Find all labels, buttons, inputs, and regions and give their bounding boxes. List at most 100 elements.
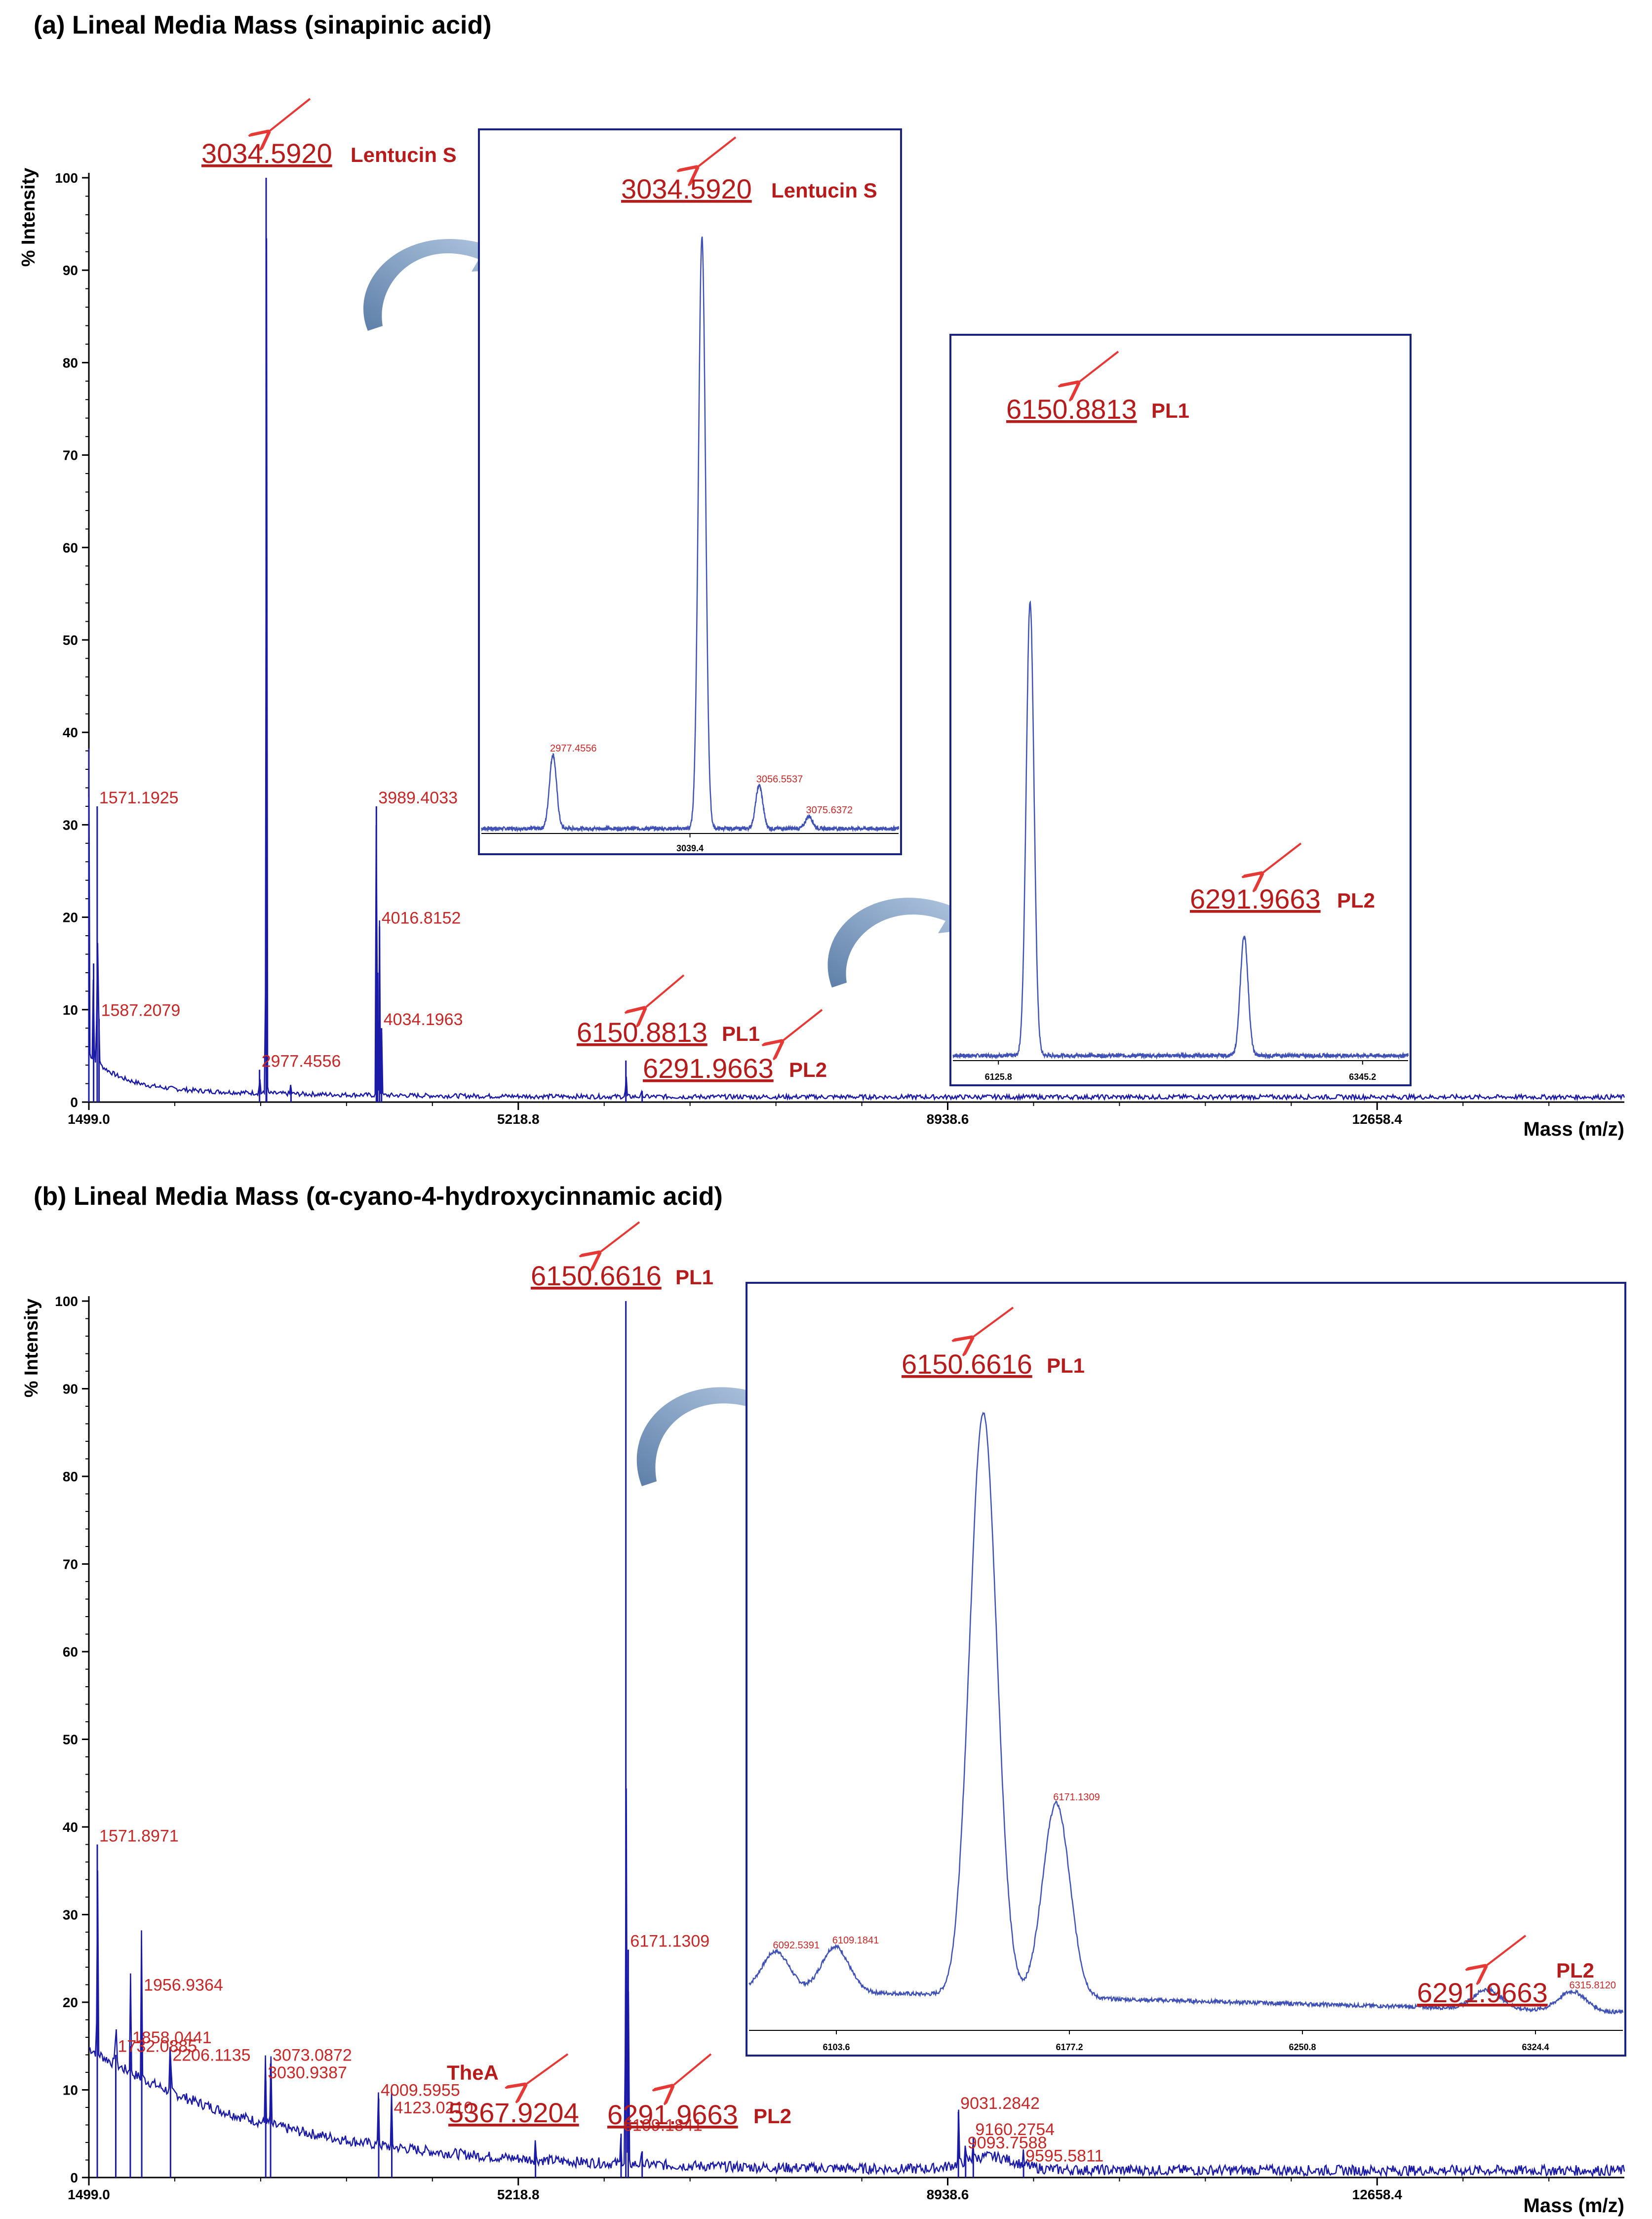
y-tick-label: 70 [63, 1557, 78, 1572]
callout-pl2-b-value: 6291.9663 [607, 2099, 738, 2130]
inset-x-tick-label: 3039.4 [676, 843, 704, 853]
callout-pl2-b-name: PL2 [753, 2104, 791, 2128]
callout-lentucin-s-value: 3034.5920 [201, 138, 332, 169]
y-tick-label: 50 [63, 1732, 78, 1747]
x-tick-label: 8938.6 [927, 1111, 969, 1127]
inset-peak-label: 3056.5537 [756, 774, 803, 785]
callout-pl1-b-value: 6150.6616 [531, 1260, 662, 1291]
inset-a2-spectrum: 6125.8 6345.2 [952, 600, 1409, 1082]
panel-a-title: (a) Lineal Media Mass (sinapinic acid) [34, 11, 492, 40]
peak-label: 4123.0210 [394, 2099, 473, 2117]
callout-pl1-b: 6150.6616 PL1 [531, 1221, 713, 1291]
y-tick-label: 80 [63, 1469, 78, 1484]
peak-label: 3989.4033 [378, 789, 458, 807]
x-tick-label: 8938.6 [927, 2187, 969, 2202]
y-tick-label: 0 [70, 1095, 78, 1110]
inset-a1: 3039.4 2977.4556 3056.5537 3075.6372 3034.5… [478, 128, 902, 855]
peak-label: 9595.5811 [1025, 2146, 1103, 2165]
peak-label: 1571.1925 [99, 789, 179, 807]
peak-label: 1956.9364 [144, 1976, 223, 1994]
inset-b1-spectrum: 6103.6 6177.2 6250.8 6324.4 6092.5391 6109.18… [748, 1412, 1624, 2052]
y-tick-label: 50 [63, 633, 78, 648]
inset-b1-callout-pl2-name: PL2 [1556, 1959, 1594, 1982]
panel-b-peak-labels: 1571.8971 1956.9364 1858.04411732.08852206… [99, 1827, 1103, 2166]
panel-b-title: (b) Lineal Media Mass (α-cyano-4-hydroxy… [34, 1182, 723, 1211]
callout-pl1-a-value: 6150.8813 [577, 1017, 708, 1048]
inset-x-tick-label: 6324.4 [1522, 2042, 1549, 2052]
inset-peak-label: 6109.1841 [832, 1935, 879, 1946]
spectrum-trace [89, 1788, 1625, 2178]
peak-label: 6109.1841 [623, 2116, 703, 2135]
panel-a-x-axis-label: Mass (m/z) [1524, 1118, 1625, 1140]
inset-peak-label: 6315.8120 [1569, 1980, 1616, 1991]
x-tick-label: 5218.8 [497, 1111, 540, 1127]
x-tick-label: 12658.4 [1352, 2187, 1403, 2202]
y-tick-label: 90 [63, 1382, 78, 1397]
inset-trace [952, 600, 1409, 1060]
inset-a2-callout-pl1-name: PL1 [1151, 399, 1189, 422]
inset-x-tick-label: 6125.8 [985, 1072, 1012, 1082]
inset-a2-callout-pl2-value: 6291.9663 [1190, 883, 1321, 914]
panel-a-peak-labels: 1571.1925 1587.2079 2977.4556 3989.4033 4016… [99, 789, 463, 1071]
y-tick-label: 100 [55, 170, 78, 186]
inset-a2-callout-pl1: 6150.8813 PL1 [1006, 351, 1189, 425]
peak-label: 3030.9387 [268, 2063, 347, 2082]
panel-a: (a) Lineal Media Mass (sinapinic acid) %… [18, 11, 1625, 1140]
inset-a1-callout-name: Lentucin S [771, 179, 877, 202]
inset-b1-callout-pl1-name: PL1 [1047, 1354, 1085, 1377]
inset-trace [748, 1412, 1624, 2015]
panel-b: (b) Lineal Media Mass (α-cyano-4-hydroxy… [21, 1182, 1626, 2217]
inset-b1-callout-pl1-value: 6150.6616 [902, 1348, 1032, 1380]
inset-a1-spectrum: 3039.4 2977.4556 3056.5537 3075.6372 [481, 237, 900, 853]
panel-a-y-axis-label: % Intensity [18, 168, 39, 267]
peak-label: 9031.2842 [960, 2094, 1040, 2113]
panel-b-spectrum [89, 1301, 1625, 2178]
y-tick-label: 10 [63, 1002, 78, 1018]
peak-label: 6171.1309 [630, 1932, 709, 1951]
inset-b1: 6103.6 6177.2 6250.8 6324.4 6092.5391 6109.18… [746, 1282, 1626, 2057]
y-tick-label: 10 [63, 2083, 78, 2098]
inset-x-tick-label: 6345.2 [1349, 1072, 1376, 1082]
peak-label: 2977.4556 [262, 1052, 341, 1070]
y-tick-label: 60 [63, 1644, 78, 1660]
peak-label: 9160.2754 [975, 2120, 1055, 2139]
callout-lentucin-s-name: Lentucin S [351, 143, 457, 166]
x-tick-label: 5218.8 [497, 2187, 540, 2202]
inset-b1-callout-pl2-value: 6291.9663 [1417, 1977, 1548, 2008]
inset-peak-label: 6171.1309 [1053, 1792, 1100, 1803]
inset-x-tick-label: 6177.2 [1056, 2042, 1083, 2052]
peak-label: 1587.2079 [101, 1001, 181, 1020]
y-tick-label: 20 [63, 1995, 78, 2010]
y-tick-label: 40 [63, 725, 78, 740]
inset-peak-label: 2977.4556 [550, 743, 597, 754]
callout-thea-value: 5367.9204 [448, 2097, 579, 2128]
callout-pl1-b-name: PL1 [675, 1266, 713, 1289]
panel-b-y-axis-label: % Intensity [21, 1299, 42, 1398]
y-tick-label: 20 [63, 910, 78, 925]
inset-peak-label: 3075.6372 [806, 805, 853, 816]
curved-arrow-icon [827, 894, 983, 988]
callout-pl2-a-value: 6291.9663 [643, 1053, 774, 1084]
inset-trace [481, 237, 900, 833]
peak-label: 3073.0872 [273, 2046, 352, 2064]
panel-b-x-axis-label: Mass (m/z) [1524, 2195, 1625, 2217]
peak-label: 1571.8971 [99, 1827, 179, 1846]
callout-pl2-a-name: PL2 [789, 1058, 827, 1081]
x-tick-label: 1499.0 [68, 1111, 110, 1127]
peak-label: 4034.1963 [384, 1010, 463, 1029]
peak-label: 9093.7588 [968, 2134, 1047, 2152]
y-tick-label: 100 [55, 1294, 78, 1309]
x-tick-label: 1499.0 [68, 2187, 110, 2202]
peak-label: 1858.0441 [132, 2028, 212, 2047]
callout-pl2-b: 6291.9663 PL2 [607, 2053, 791, 2130]
panel-b-axes: 0 10 20 30 40 50 60 70 80 90 100 1499.0 5218.8 8938.6… [55, 1294, 1624, 2202]
panel-a-spectrum [88, 178, 1625, 1102]
callout-thea-name: TheA [447, 2061, 499, 2084]
peak-label: 4009.5955 [381, 2081, 460, 2100]
inset-a1-callout: 3034.5920 Lentucin S [621, 136, 877, 204]
spectrum-trace [88, 238, 1625, 1102]
inset-a2-callout-pl2-name: PL2 [1337, 889, 1375, 912]
inset-peak-label: 6092.5391 [773, 1940, 820, 1951]
inset-a2-callout-pl1-value: 6150.8813 [1006, 394, 1137, 425]
